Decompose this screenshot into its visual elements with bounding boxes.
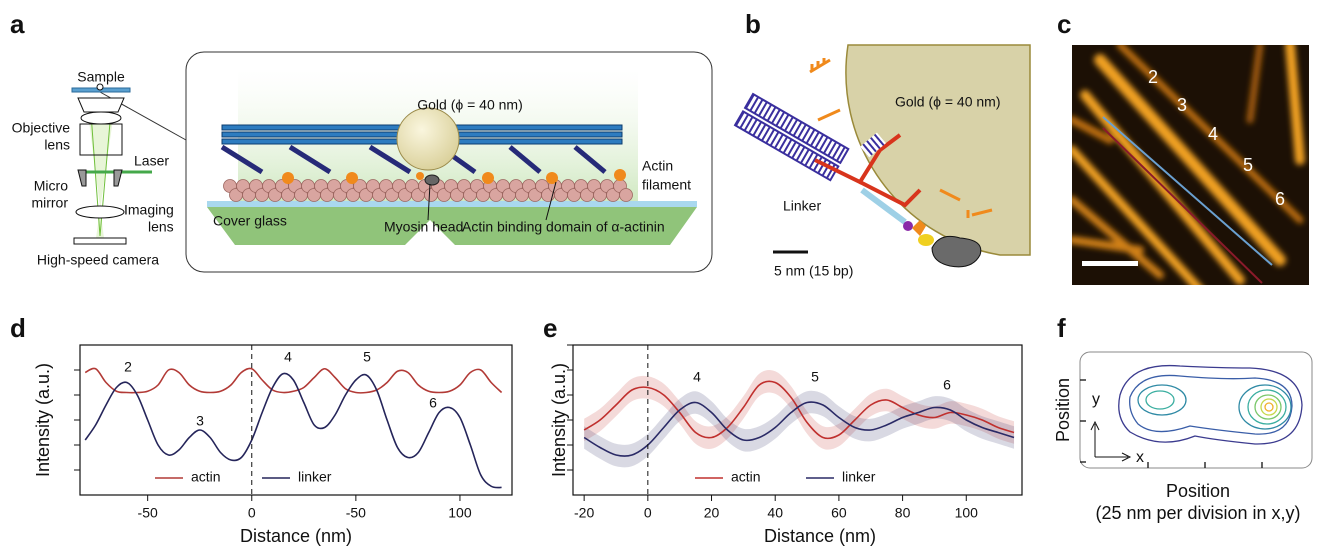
label: lens [44,137,70,153]
label: mirror [31,195,68,211]
y-axis-label: Intensity (a.u.) [33,363,53,477]
label: 5 [1243,155,1253,175]
microscopy-image [1072,45,1309,290]
axis-label: (25 nm per division in x,y) [1095,503,1300,523]
plot-frame [80,345,512,495]
label: Cover glass [213,213,287,229]
panel-label: e [543,313,557,343]
x-tick-label: 80 [895,505,911,521]
annotation: 4 [693,369,701,385]
label: Objective [12,120,71,136]
annotation: 3 [196,413,204,429]
label: Laser [134,153,169,169]
label: 2 [1148,67,1158,87]
page: {"panel_labels":["a","b","c","d","e","f"… [0,0,1317,547]
figure: a b c d e f Sample Objective lens Laser … [0,0,1317,547]
bead [620,189,633,202]
label: Imaging [124,202,174,218]
panel-label: b [745,9,761,39]
annotation: 6 [943,377,951,393]
axis-label: Position [1053,378,1073,442]
legend-label: actin [191,469,221,485]
y-axis-label: Intensity (a.u.) [549,363,569,477]
label: Micro [34,178,68,194]
annotation: 4 [284,349,292,365]
label: 6 [1275,189,1285,209]
x-tick-label: 100 [955,505,979,521]
axis-label: Position [1166,481,1230,501]
annotation: 5 [363,349,371,365]
panel-label: c [1057,9,1071,39]
legend-label: actin [731,469,761,485]
panel-label: f [1057,313,1066,343]
label: Gold (ϕ = 40 nm) [417,97,523,113]
x-tick-label: 100 [448,505,472,521]
label: Gold (ϕ = 40 nm) [895,94,1001,110]
legend-label: linker [842,469,876,485]
label: 5 nm (15 bp) [774,263,853,279]
x-tick-label: 20 [704,505,720,521]
x-tick-label: 0 [644,505,652,521]
label: lens [148,219,174,235]
x-axis-label: Distance (nm) [764,526,876,546]
label: filament [642,177,691,193]
annotation: 6 [429,395,437,411]
label: Actin [642,158,673,174]
annotation: 2 [124,359,132,375]
linker-diagram [735,45,1030,267]
label: Actin binding domain of α-actinin [462,219,665,235]
x-axis-label: Distance (nm) [240,526,352,546]
x-tick-label: 0 [248,505,256,521]
label: High-speed camera [37,252,159,268]
assay-diagram [186,52,712,272]
x-tick-label: -20 [574,505,594,521]
label: Linker [783,198,821,214]
label: 4 [1208,124,1218,144]
x-tick-label: -50 [138,505,158,521]
x-tick-label: 60 [831,505,847,521]
label: Myosin head [384,219,463,235]
legend-label: linker [298,469,332,485]
x-tick-label: 40 [767,505,783,521]
label: x [1136,449,1144,466]
label: y [1092,391,1100,408]
panel-label: d [10,313,26,343]
label: 3 [1177,95,1187,115]
annotation: 5 [811,369,819,385]
panel-label: a [10,9,25,39]
label: Sample [77,69,125,85]
plot-area [85,368,501,487]
contour-plot [1080,352,1312,468]
x-tick-label: -50 [346,505,366,521]
error-band [584,391,1014,468]
